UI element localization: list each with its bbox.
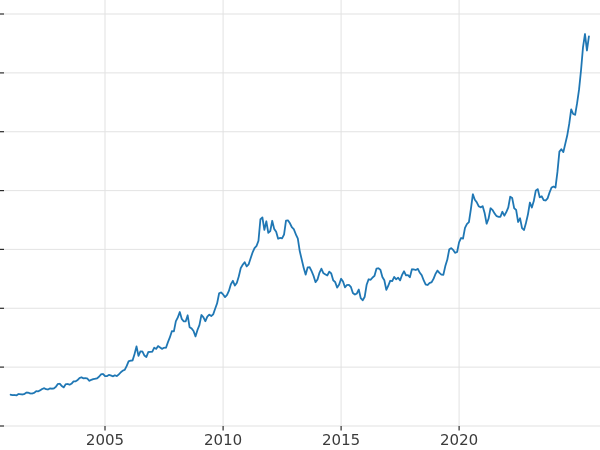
- x-tick-label: 2010: [204, 431, 242, 449]
- x-tick-label: 2020: [440, 431, 478, 449]
- series-line: [9, 33, 590, 397]
- x-tick-label: 2005: [86, 431, 124, 449]
- x-tick-label: 2015: [322, 431, 360, 449]
